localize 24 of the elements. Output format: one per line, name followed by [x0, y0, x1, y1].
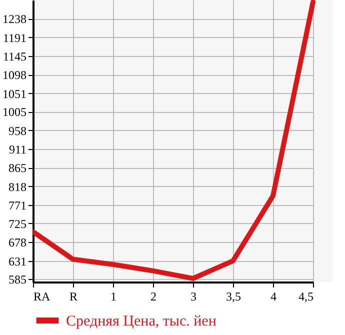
x-tick-label: 3 [190, 290, 196, 304]
y-tick-label: 865 [8, 161, 26, 176]
y-tick-label: 725 [8, 216, 26, 231]
y-tick-label: 911 [8, 142, 26, 157]
y-tick-label: 958 [8, 124, 26, 138]
x-tick-label: 2 [150, 290, 156, 304]
x-tick-label: R [69, 290, 78, 304]
y-tick-label: 1051 [2, 86, 26, 101]
y-tick-label: 585 [8, 272, 26, 287]
x-tick-label: RA [34, 290, 51, 304]
y-tick-label: 1238 [2, 12, 26, 26]
x-tick-label: 4,5 [298, 290, 314, 304]
x-tick-label: 3,5 [226, 290, 241, 304]
y-tick-label: 1005 [2, 105, 26, 120]
legend-label: Средняя Цена, тыс. йен [66, 314, 216, 330]
y-tick-label: 1145 [2, 49, 26, 64]
x-tick-label: 1 [110, 290, 116, 304]
y-tick-label: 1191 [2, 30, 26, 45]
y-tick-label: 771 [8, 198, 26, 213]
y-tick-label: 818 [8, 180, 26, 194]
x-tick-label: 4 [270, 290, 276, 304]
y-tick-label: 1098 [2, 68, 26, 82]
y-tick-label: 631 [8, 254, 26, 268]
y-tick-label: 678 [8, 236, 26, 250]
